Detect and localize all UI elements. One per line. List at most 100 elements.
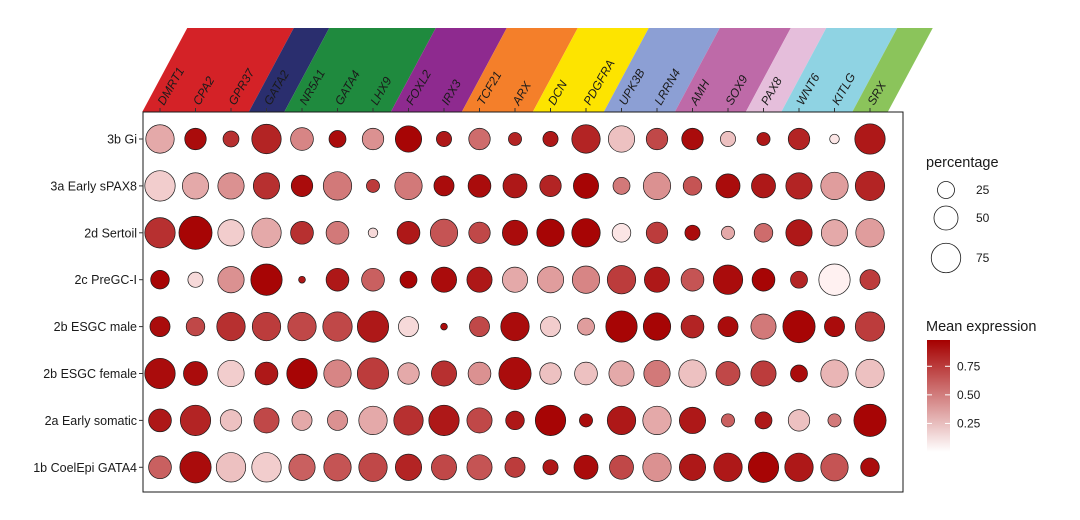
gene-group-band <box>461 28 578 112</box>
dot-mark <box>681 127 704 151</box>
dot-mark <box>751 267 776 292</box>
dot-mark <box>179 451 212 484</box>
dot-mark <box>536 218 565 247</box>
dot-mark <box>860 457 880 477</box>
dot-mark <box>715 361 741 386</box>
dot-mark <box>361 267 385 292</box>
dot-mark <box>682 176 703 196</box>
dot-mark <box>325 267 350 292</box>
dot-mark <box>534 404 567 436</box>
dot-mark <box>466 266 493 293</box>
cell-type-label: 1b CoelEpi GATA4 <box>33 461 137 475</box>
size-legend-label: 75 <box>976 251 990 265</box>
dot-mark <box>782 310 816 344</box>
dot-mark <box>298 275 306 284</box>
dot-mark <box>394 453 423 481</box>
dot-mark <box>467 174 492 198</box>
cell-type-label: 2b ESGC male <box>54 320 137 334</box>
dot-mark <box>323 453 352 482</box>
dot-marks <box>144 123 887 484</box>
dot-mark <box>754 411 773 430</box>
dot-mark <box>721 225 735 240</box>
color-legend-label: 0.50 <box>957 388 981 402</box>
dot-mark <box>251 312 282 342</box>
dot-mark <box>290 127 314 151</box>
dot-mark <box>853 403 887 437</box>
dot-mark <box>508 132 522 146</box>
dot-mark <box>571 124 601 154</box>
dot-mark <box>216 312 246 342</box>
cell-type-label: 3b Gi <box>107 133 137 147</box>
dot-mark <box>785 172 813 200</box>
dot-mark <box>609 454 634 480</box>
dot-mark <box>287 312 317 342</box>
dot-mark <box>542 459 559 476</box>
dot-mark <box>251 123 282 155</box>
dot-mark <box>612 177 631 195</box>
dot-mark <box>680 267 705 292</box>
dot-mark <box>356 310 390 343</box>
cell-type-label: 2b ESGC female <box>43 367 137 381</box>
dot-mark <box>505 410 525 431</box>
dot-mark <box>215 452 247 483</box>
dot-mark <box>217 266 245 294</box>
dot-mark <box>468 127 491 151</box>
gene-group-band <box>674 28 791 112</box>
dot-mark <box>539 362 562 385</box>
dot-mark <box>393 405 424 436</box>
dot-mark <box>818 263 851 296</box>
dot-mark <box>642 405 672 435</box>
dot-mark <box>678 453 707 481</box>
color-legend-label: 0.75 <box>957 359 981 373</box>
gene-group-band <box>248 28 330 112</box>
dot-mark <box>747 451 780 483</box>
dot-mark <box>148 455 172 480</box>
dot-mark <box>179 404 212 436</box>
size-legend-title: percentage <box>926 155 999 171</box>
dot-mark <box>678 406 707 434</box>
plot-panel <box>142 111 904 493</box>
dot-mark <box>504 456 526 478</box>
gene-group-band <box>390 28 507 112</box>
dot-mark <box>784 452 814 482</box>
gene-group-band <box>284 28 436 112</box>
dot-mark <box>820 359 849 388</box>
dot-mark <box>820 171 849 200</box>
dot-mark <box>394 125 423 153</box>
dot-mark <box>717 316 739 338</box>
dot-mark <box>859 269 881 291</box>
dot-mark <box>606 265 637 295</box>
dot-mark <box>571 265 601 294</box>
dot-mark <box>855 218 885 248</box>
color-legend-bar <box>927 340 950 452</box>
dot-mark <box>254 361 279 386</box>
gene-group-band <box>532 28 649 112</box>
dot-mark <box>645 221 669 244</box>
dot-mark <box>184 127 207 151</box>
dot-mark <box>855 358 885 389</box>
dot-mark <box>678 359 707 388</box>
dot-mark <box>149 316 171 338</box>
dot-mark <box>397 362 420 385</box>
dot-mark <box>642 171 672 200</box>
color-legend-ticks: 0.75 0.50 0.25 <box>927 359 981 430</box>
gene-group-bands <box>142 28 933 112</box>
dot-mark <box>144 217 176 249</box>
dot-mark <box>608 360 635 387</box>
dot-mark <box>148 408 172 433</box>
dot-mark <box>440 322 448 331</box>
dot-mark <box>854 311 886 342</box>
dot-mark <box>467 361 492 386</box>
dot-mark <box>181 172 210 200</box>
dot-mark <box>144 357 176 390</box>
dot-mark <box>645 127 669 151</box>
dot-mark <box>820 453 849 482</box>
dot-mark <box>291 409 313 431</box>
size-legend-label: 50 <box>976 211 990 225</box>
dot-mark <box>785 219 813 247</box>
dot-mark <box>753 223 774 243</box>
dot-mark <box>185 316 206 337</box>
dot-mark <box>250 263 283 296</box>
dot-mark <box>542 131 559 147</box>
